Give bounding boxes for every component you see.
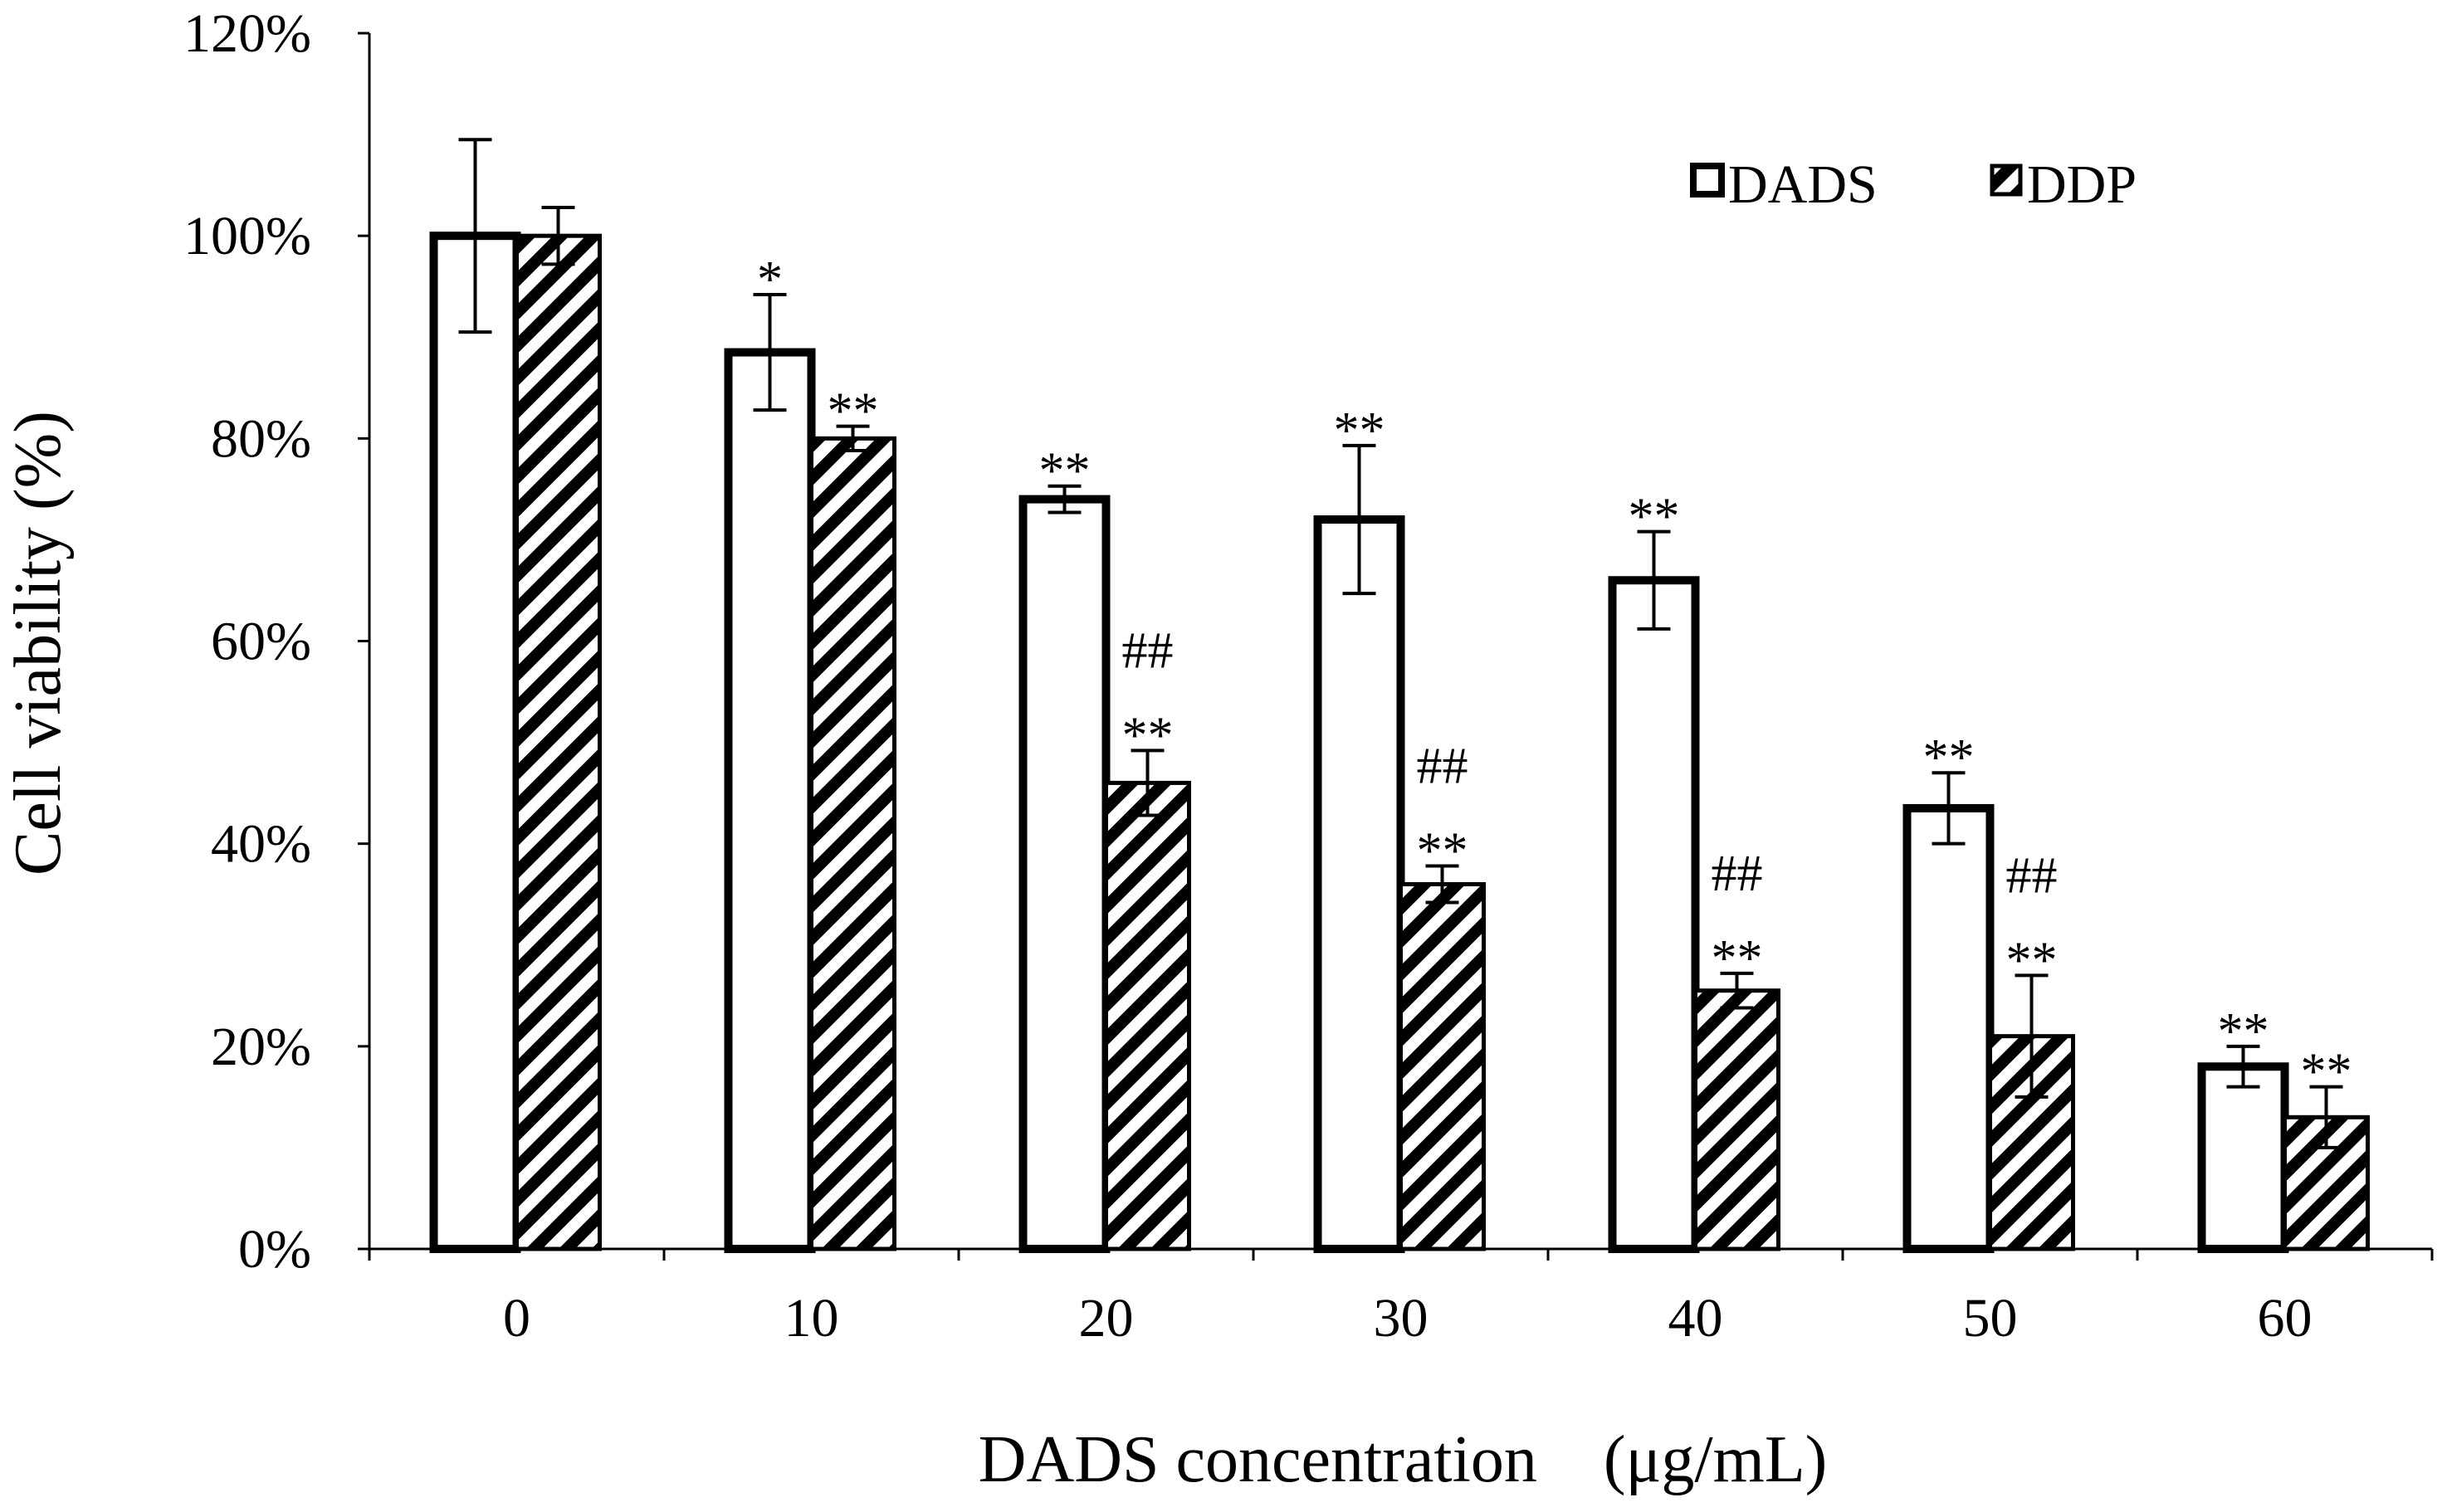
annotation-dads-10: *: [757, 251, 783, 308]
bar-dads-50: [1902, 803, 1995, 1253]
bars: [429, 232, 2370, 1254]
annotation-ddp-60: **: [2301, 1044, 2352, 1100]
annotation-dads-30: **: [1334, 402, 1385, 459]
legend-swatch-ddp: [1990, 163, 2023, 197]
error-bars: [458, 138, 2343, 1149]
y-tick-label: 0%: [238, 1219, 311, 1280]
y-tick-label: 120%: [183, 3, 311, 64]
annotation-ddp-30: ##: [1417, 739, 1468, 795]
x-axis: 0 10 20 30 40 50 60: [368, 1247, 2434, 1349]
legend-label-ddp: DDP: [2027, 154, 2137, 215]
bar-ddp-0: [515, 233, 602, 1251]
x-tick-label: 50: [1963, 1288, 2018, 1349]
x-tick-label: 20: [1079, 1288, 1134, 1349]
x-axis-title: DADS concentration (μg/mL): [979, 1423, 1828, 1496]
bar-dads-40: [1608, 576, 1700, 1253]
y-tick-label: 100%: [183, 206, 311, 266]
legend-label-dads: DADS: [1728, 154, 1878, 215]
bar-dads-0: [429, 232, 521, 1254]
annotation-dads-60: **: [2218, 1003, 2269, 1060]
annotation-dads-20: **: [1039, 443, 1091, 500]
bar-dads-20: [1018, 495, 1111, 1253]
significance-annotations: ***************##**##**##**##**: [757, 251, 2352, 1100]
annotation-ddp-30: **: [1417, 823, 1468, 880]
y-tick-label: 20%: [211, 1017, 311, 1077]
bar-dads-60: [2197, 1062, 2289, 1253]
annotation-dads-50: **: [1923, 729, 1975, 786]
y-axis-title: Cell viability (%): [2, 411, 75, 875]
x-tick-label: 40: [1668, 1288, 1723, 1349]
bar-ddp-10: [809, 436, 896, 1251]
annotation-ddp-50: ##: [2006, 847, 2058, 904]
bar-ddp-40: [1693, 988, 1780, 1251]
x-tick-label: 30: [1374, 1288, 1429, 1349]
annotation-ddp-20: **: [1122, 707, 1174, 763]
annotation-ddp-50: **: [2006, 932, 2058, 988]
annotation-ddp-20: ##: [1122, 622, 1174, 679]
y-tick-label: 60%: [211, 612, 311, 672]
legend-swatch-dads: [1690, 163, 1725, 198]
bar-ddp-30: [1399, 882, 1486, 1251]
y-axis: 0% 20% 40% 60% 80% 100% 120%: [183, 3, 371, 1280]
annotation-ddp-40: **: [1712, 930, 1763, 987]
y-tick-label: 40%: [211, 814, 311, 875]
bar-dads-30: [1313, 515, 1405, 1253]
y-tick-label: 80%: [211, 408, 311, 469]
bar-dads-10: [724, 348, 816, 1253]
x-tick-label: 10: [784, 1288, 839, 1349]
bar-ddp-20: [1104, 780, 1191, 1251]
annotation-ddp-10: **: [828, 383, 879, 440]
legend: DADS DDP: [1690, 154, 2137, 215]
bar-ddp-60: [2283, 1114, 2370, 1251]
x-tick-label: 60: [2258, 1288, 2313, 1349]
annotation-ddp-40: ##: [1712, 846, 1763, 902]
annotation-dads-40: **: [1629, 489, 1680, 545]
x-tick-label: 0: [503, 1288, 530, 1349]
